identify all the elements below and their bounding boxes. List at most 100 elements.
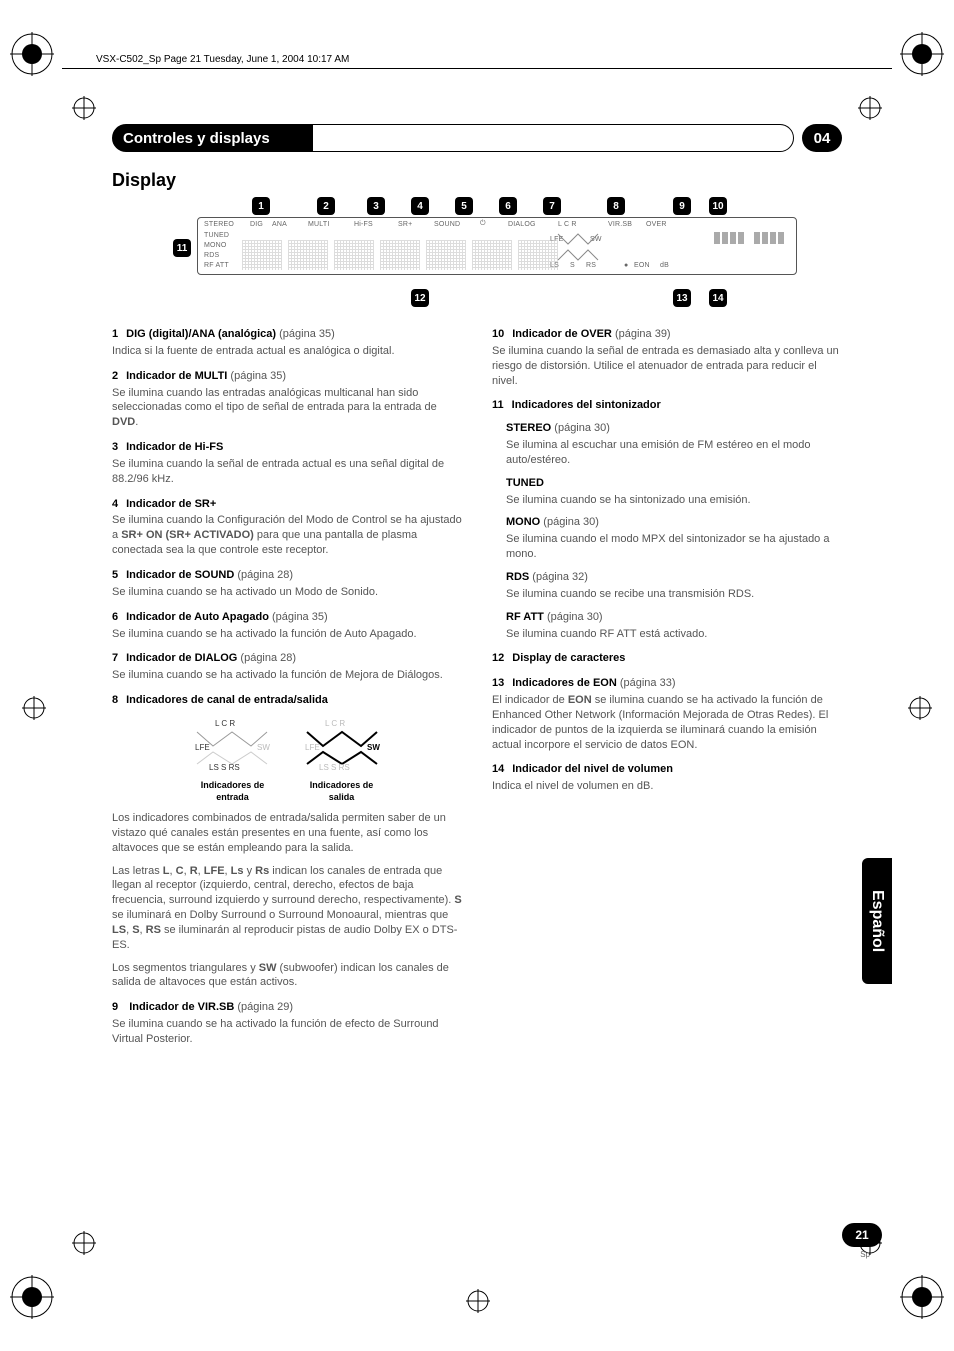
item-page-ref: (página 33)	[617, 677, 676, 689]
item-number: 11	[492, 399, 504, 411]
page-number-badge: 21	[842, 1223, 882, 1247]
callout-8: 8	[607, 197, 625, 215]
vfd-label: Hi-FS	[354, 221, 373, 228]
item-description: Indica el nivel de volumen en dB.	[492, 779, 842, 794]
chapter-title: Controles y displays	[119, 126, 280, 151]
item-description: Se ilumina cuando la señal de entrada es…	[492, 344, 842, 389]
item-description: Se ilumina cuando se ha activado la func…	[112, 668, 462, 683]
callout-3: 3	[367, 197, 385, 215]
item-heading: 8 Indicadores de canal de entrada/salida	[112, 693, 462, 708]
item-number: 9	[112, 1001, 118, 1013]
io-indicators-figure: L C RLFESWLS S RS Indicadores de entrada…	[112, 716, 462, 803]
callout-12: 12	[411, 289, 429, 307]
svg-text:L C R: L C R	[325, 719, 345, 728]
callout-10: 10	[709, 197, 727, 215]
item-number: 7	[112, 652, 118, 664]
chapter-number-badge: 04	[802, 124, 842, 152]
item-page-ref: (página 30)	[551, 422, 610, 434]
chapter-title-bar: Controles y displays	[112, 124, 794, 152]
item-heading: 12 Display de caracteres	[492, 651, 842, 666]
callout-4: 4	[411, 197, 429, 215]
svg-text:LFE: LFE	[305, 743, 320, 752]
input-indicators-icon: L C RLFESWLS S RS Indicadores de entrada	[187, 716, 277, 803]
callout-2: 2	[317, 197, 335, 215]
item-number: 10	[492, 328, 504, 340]
item-page-ref: (página 30)	[540, 516, 599, 528]
item-number: 3	[112, 441, 118, 453]
item-number: 2	[112, 370, 118, 382]
item-description: Se ilumina cuando se ha activado un Modo…	[112, 585, 462, 600]
item-description: El indicador de EON se ilumina cuando se…	[492, 693, 842, 752]
item-description: Se ilumina cuando se ha activado la func…	[112, 627, 462, 642]
item-page-ref: (página 35)	[269, 611, 328, 623]
item-number: 4	[112, 498, 118, 510]
item-number: 12	[492, 652, 504, 664]
sub-heading: STEREO (página 30)	[506, 421, 842, 436]
item-number: 13	[492, 677, 504, 689]
item-description: Se ilumina cuando el modo MPX del sinton…	[506, 532, 842, 562]
section-title: Display	[112, 170, 842, 191]
right-column: 10Indicador de OVER (página 39)Se ilumin…	[492, 317, 842, 1047]
item-name: Display de caracteres	[512, 652, 625, 664]
item-heading: 6Indicador de Auto Apagado (página 35)	[112, 610, 462, 625]
item-heading: 5Indicador de SOUND (página 28)	[112, 568, 462, 583]
printer-mark-icon	[10, 32, 54, 76]
figure-caption: Indicadores de salida	[297, 779, 387, 803]
page-content: Controles y displays 04 Display 1 2 3 4 …	[112, 124, 842, 1047]
callout-5: 5	[455, 197, 473, 215]
vfd-panel: STEREO DIG ANA MULTI Hi-FS SR+ SOUND ⏻ D…	[197, 217, 797, 275]
callout-14: 14	[709, 289, 727, 307]
crop-mark-icon	[22, 696, 46, 720]
item-name: Indicador de OVER	[512, 328, 612, 340]
printer-mark-icon	[900, 1275, 944, 1319]
item-name: Indicador de VIR.SB	[129, 1001, 234, 1013]
item-name: Indicador de DIALOG	[126, 652, 237, 664]
language-tab: Español	[862, 858, 892, 984]
callout-7: 7	[543, 197, 561, 215]
item-name: Indicador de SR+	[126, 498, 216, 510]
item-description: Se ilumina cuando las entradas analógica…	[112, 386, 462, 431]
item-name: Indicador del nivel de volumen	[512, 763, 673, 775]
item-page-ref: (página 35)	[230, 370, 286, 382]
vfd-label: MULTI	[308, 221, 329, 228]
sub-heading: RDS (página 32)	[506, 570, 842, 585]
vfd-label: ANA	[272, 221, 287, 228]
sub-heading: RF ATT (página 30)	[506, 610, 842, 625]
item-number: 8	[112, 694, 118, 706]
language-tab-label: Español	[868, 890, 886, 952]
crop-mark-icon	[72, 96, 96, 120]
item-name: Indicador de MULTI	[126, 370, 230, 382]
crop-mark-icon	[858, 96, 882, 120]
channel-indicator-icon	[554, 228, 602, 264]
printer-mark-icon	[10, 1275, 54, 1319]
item-page-ref: (página 35)	[276, 328, 335, 340]
svg-text:LS S RS: LS S RS	[319, 763, 350, 772]
printer-mark-icon	[900, 32, 944, 76]
item-heading: 3Indicador de Hi-FS	[112, 440, 462, 455]
vfd-label: RF ATT	[204, 262, 229, 269]
item-page-ref: (página 28)	[234, 569, 293, 581]
item-number: 5	[112, 569, 118, 581]
vfd-label: DIG	[250, 221, 263, 228]
page-number: 21	[855, 1228, 868, 1242]
sub-heading: MONO (página 30)	[506, 515, 842, 530]
item-heading: 11 Indicadores del sintonizador	[492, 398, 842, 413]
vfd-label: SR+	[398, 221, 412, 228]
vfd-label: dB	[660, 262, 669, 269]
item-description: Indica si la fuente de entrada actual es…	[112, 344, 462, 359]
item-name: Indicadores de canal de entrada/salida	[126, 694, 328, 706]
vfd-label: VIR.SB	[608, 221, 632, 228]
item-page-ref: (página 28)	[237, 652, 296, 664]
display-diagram: 1 2 3 4 5 6 7 8 9 10 11 12 13 14 STEREO …	[157, 199, 797, 303]
item-heading: 13Indicadores de EON (página 33)	[492, 676, 842, 691]
item-heading: 4 Indicador de SR+	[112, 497, 462, 512]
running-header: VSX-C502_Sp Page 21 Tuesday, June 1, 200…	[96, 54, 349, 65]
callout-13: 13	[673, 289, 691, 307]
vfd-label: OVER	[646, 221, 667, 228]
page-locale-label: Sp	[860, 1250, 870, 1259]
paragraph: Los indicadores combinados de entrada/sa…	[112, 811, 462, 856]
output-indicators-icon: L C RLFESWLS S RS Indicadores de salida	[297, 716, 387, 803]
eon-dot-icon: ●	[624, 262, 628, 269]
body-columns: 1DIG (digital)/ANA (analógica) (página 3…	[112, 317, 842, 1047]
item-name: Indicadores del sintonizador	[512, 399, 661, 411]
